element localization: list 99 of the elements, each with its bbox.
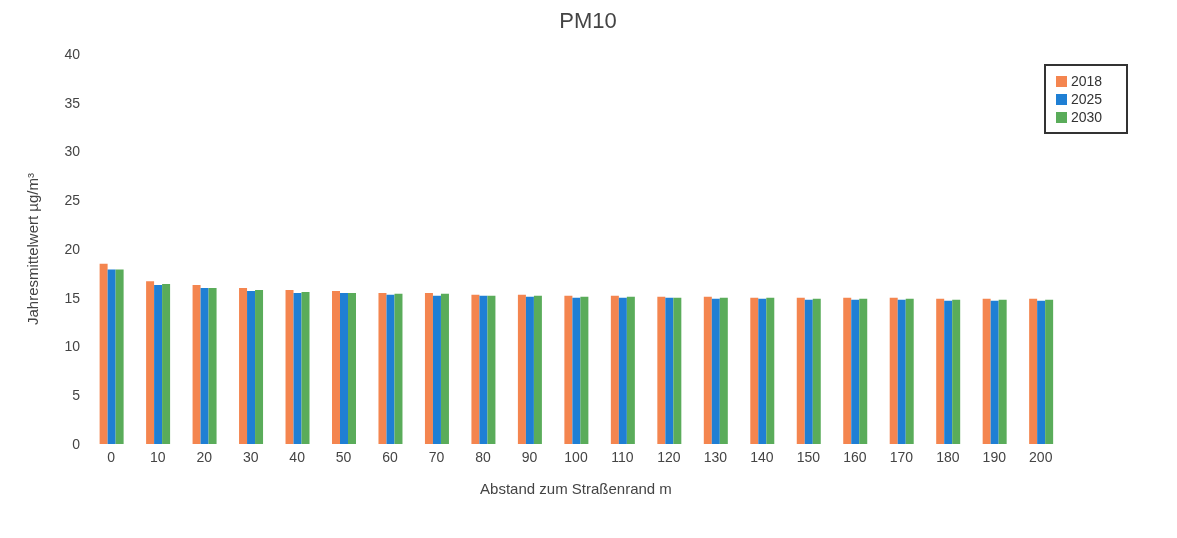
y-tick-label: 25	[64, 192, 81, 209]
y-tick-label: 30	[64, 143, 81, 160]
bar	[154, 285, 163, 444]
x-tick-label: 60	[382, 448, 399, 465]
bar	[618, 297, 627, 444]
bar	[340, 292, 348, 444]
x-axis-title: Abstand zum Straßenrand m	[480, 480, 672, 497]
bar	[657, 296, 666, 444]
bar	[285, 289, 294, 444]
bar	[301, 291, 310, 444]
x-tick-label: 160	[843, 448, 867, 465]
y-tick-label: 15	[64, 289, 81, 306]
bar	[812, 298, 821, 444]
bar	[1037, 300, 1046, 444]
bar	[665, 297, 674, 444]
bar	[533, 295, 542, 444]
x-tick-label: 20	[196, 448, 213, 465]
bar	[711, 298, 720, 444]
bar	[192, 285, 201, 444]
x-tick-label: 90	[521, 448, 538, 465]
x-tick-label: 170	[889, 448, 914, 465]
bar	[766, 297, 775, 444]
bar	[239, 288, 248, 444]
bar	[162, 284, 171, 444]
bar	[758, 298, 767, 444]
chart-title: PM10	[558, 8, 618, 34]
x-tick-label: 200	[1029, 448, 1053, 465]
y-tick-label: 35	[64, 94, 81, 111]
bar	[859, 298, 868, 444]
bar	[564, 295, 573, 444]
x-tick-label: 40	[289, 448, 306, 465]
bar	[517, 294, 526, 444]
bar	[804, 299, 813, 444]
bar	[572, 297, 581, 444]
x-tick-label: 10	[149, 448, 166, 465]
bar	[424, 292, 433, 444]
bar	[432, 295, 441, 444]
bar	[255, 289, 264, 444]
bar	[115, 269, 124, 444]
bar	[889, 297, 898, 444]
bar	[990, 300, 999, 444]
x-tick-label: 130	[703, 448, 728, 465]
x-tick-label: 30	[242, 448, 259, 465]
bar	[982, 298, 991, 444]
bar	[525, 296, 534, 444]
bar	[487, 295, 496, 444]
x-tick-label: 190	[982, 448, 1007, 465]
y-tick-label: 0	[72, 435, 81, 452]
bar	[348, 292, 356, 444]
y-axis-title: Jahresmittelwert µg/m³	[24, 172, 42, 326]
bar	[479, 295, 488, 444]
bar	[332, 290, 340, 444]
bar	[208, 288, 217, 444]
bar	[293, 292, 302, 444]
y-tick-label: 40	[64, 45, 81, 62]
bar	[471, 294, 480, 444]
bar	[750, 297, 759, 444]
bar	[944, 300, 953, 444]
x-tick-label: 100	[564, 448, 588, 465]
x-tick-label: 140	[750, 448, 774, 465]
bar	[386, 294, 395, 444]
legend-label: 2018	[1071, 73, 1103, 89]
bar	[440, 293, 449, 444]
bar	[200, 288, 209, 444]
x-tick-label: 110	[611, 448, 634, 465]
bar	[146, 281, 155, 444]
bar	[719, 297, 728, 444]
bar	[998, 299, 1007, 444]
bar	[378, 292, 387, 444]
bar	[580, 296, 589, 444]
bar	[247, 290, 256, 444]
bar	[673, 297, 682, 444]
y-tick-label: 5	[72, 387, 81, 404]
bar	[796, 297, 805, 444]
bar	[626, 296, 635, 444]
y-tick-label: 20	[64, 240, 81, 257]
bar	[1045, 299, 1054, 444]
x-tick-label: 0	[107, 448, 116, 465]
legend-label: 2030	[1071, 109, 1103, 125]
bar	[1029, 298, 1038, 444]
x-tick-label: 120	[657, 448, 681, 465]
x-tick-label: 50	[335, 448, 352, 465]
bar	[851, 299, 860, 444]
bar	[936, 298, 945, 444]
y-tick-label: 10	[64, 338, 81, 355]
bar	[952, 299, 961, 444]
bar	[610, 295, 619, 444]
bar	[99, 263, 108, 444]
x-tick-label: 80	[475, 448, 492, 465]
x-tick-label: 150	[796, 448, 821, 465]
bar	[107, 269, 116, 444]
legend-label: 2025	[1071, 91, 1103, 107]
x-tick-label: 70	[428, 448, 445, 465]
bar	[394, 293, 403, 444]
bar	[905, 298, 914, 444]
x-tick-label: 180	[936, 448, 960, 465]
bar	[843, 297, 852, 444]
bar	[897, 299, 906, 444]
bar	[703, 296, 712, 444]
